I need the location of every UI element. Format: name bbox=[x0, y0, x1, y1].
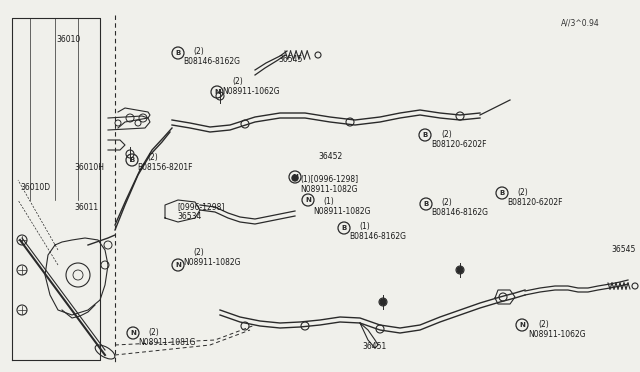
Text: N: N bbox=[130, 330, 136, 336]
Text: B08146-8162G: B08146-8162G bbox=[183, 57, 240, 66]
Text: 36010D: 36010D bbox=[20, 183, 50, 192]
Text: 36534: 36534 bbox=[177, 212, 202, 221]
Text: B08120-6202F: B08120-6202F bbox=[507, 198, 563, 207]
Text: A//3^0.94: A//3^0.94 bbox=[561, 18, 600, 27]
Text: (2): (2) bbox=[538, 320, 548, 329]
Text: N08911-1081G: N08911-1081G bbox=[138, 338, 195, 347]
Text: N: N bbox=[214, 89, 220, 95]
Text: 36010: 36010 bbox=[56, 35, 80, 44]
Text: (1)[0996-1298]: (1)[0996-1298] bbox=[300, 175, 358, 184]
Text: (2): (2) bbox=[148, 328, 159, 337]
Text: 36545: 36545 bbox=[611, 245, 636, 254]
Text: N08911-1062G: N08911-1062G bbox=[528, 330, 586, 339]
Text: (2): (2) bbox=[147, 153, 157, 162]
Text: N08911-1082G: N08911-1082G bbox=[183, 258, 241, 267]
Text: (2): (2) bbox=[441, 130, 452, 139]
Text: (2): (2) bbox=[193, 47, 204, 56]
Text: 36011: 36011 bbox=[74, 203, 98, 212]
Text: 36452: 36452 bbox=[318, 152, 342, 161]
Text: B08146-8162G: B08146-8162G bbox=[349, 232, 406, 241]
Text: B: B bbox=[424, 201, 429, 207]
Text: N: N bbox=[519, 322, 525, 328]
Text: N08911-1082G: N08911-1082G bbox=[300, 185, 358, 194]
Text: N08911-1062G: N08911-1062G bbox=[222, 87, 280, 96]
Text: (2): (2) bbox=[517, 188, 528, 197]
Text: N: N bbox=[175, 262, 181, 268]
Text: B: B bbox=[129, 157, 134, 163]
Text: B08120-6202F: B08120-6202F bbox=[431, 140, 486, 149]
Text: B08146-8162G: B08146-8162G bbox=[431, 208, 488, 217]
Text: B: B bbox=[422, 132, 428, 138]
Text: N: N bbox=[305, 197, 311, 203]
Text: 36545: 36545 bbox=[278, 55, 302, 64]
Circle shape bbox=[457, 267, 463, 273]
Text: (2): (2) bbox=[193, 248, 204, 257]
Text: (2): (2) bbox=[232, 77, 243, 86]
Text: [0996-1298]: [0996-1298] bbox=[177, 202, 225, 211]
Text: B: B bbox=[341, 225, 347, 231]
Text: B: B bbox=[175, 50, 180, 56]
Circle shape bbox=[292, 175, 298, 181]
Text: (1): (1) bbox=[359, 222, 370, 231]
Text: (1): (1) bbox=[323, 197, 333, 206]
Text: 36010H: 36010H bbox=[74, 163, 104, 172]
Text: N: N bbox=[292, 174, 298, 180]
Text: (2): (2) bbox=[441, 198, 452, 207]
Text: B: B bbox=[499, 190, 504, 196]
Circle shape bbox=[380, 299, 386, 305]
Text: N08911-1082G: N08911-1082G bbox=[313, 207, 371, 216]
Text: 36451: 36451 bbox=[362, 342, 387, 351]
Text: B08156-8201F: B08156-8201F bbox=[137, 163, 193, 172]
